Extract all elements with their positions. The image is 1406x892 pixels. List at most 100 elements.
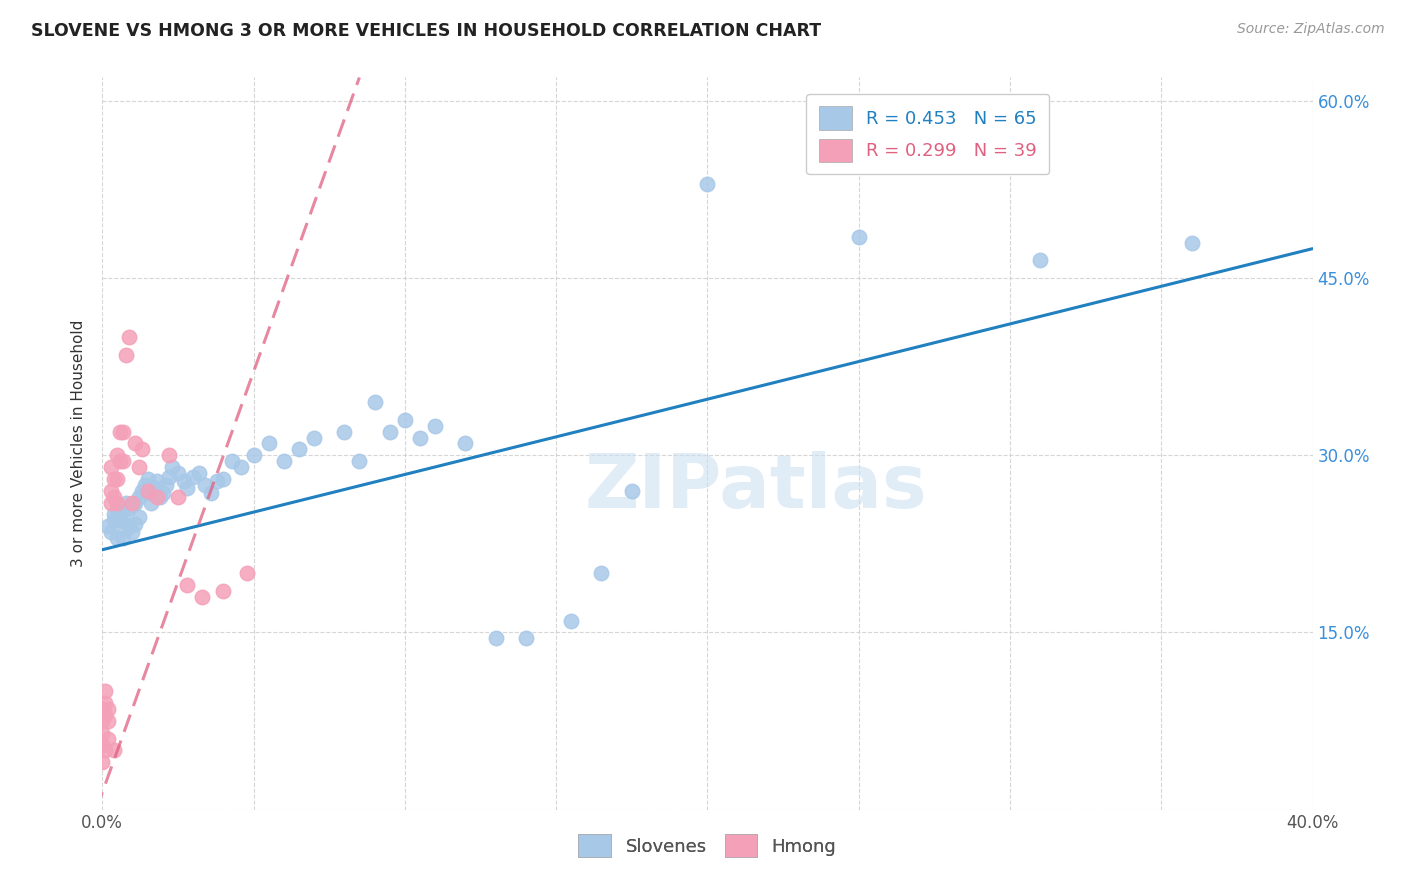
- Point: [103, 472, 125, 486]
- Point: [100, 524, 122, 539]
- Point: [302, 431, 325, 445]
- Point: [160, 460, 183, 475]
- Point: [221, 454, 243, 468]
- Point: [231, 460, 253, 475]
- Point: [97, 702, 120, 716]
- Point: [423, 418, 446, 433]
- Point: [173, 475, 195, 489]
- Point: [110, 513, 132, 527]
- Point: [105, 531, 128, 545]
- Point: [128, 460, 150, 475]
- Point: [145, 475, 167, 489]
- Point: [152, 486, 174, 500]
- Point: [94, 696, 117, 710]
- Point: [121, 524, 143, 539]
- Point: [191, 590, 214, 604]
- Point: [242, 448, 264, 462]
- Point: [115, 495, 138, 509]
- Point: [91, 702, 114, 716]
- Point: [91, 726, 114, 740]
- Point: [128, 490, 150, 504]
- Point: [515, 632, 537, 646]
- Point: [200, 486, 222, 500]
- Point: [103, 490, 125, 504]
- Point: [105, 448, 128, 462]
- Point: [363, 395, 385, 409]
- Point: [105, 508, 128, 522]
- Point: [139, 495, 162, 509]
- Point: [118, 519, 141, 533]
- Text: SLOVENE VS HMONG 3 OR MORE VEHICLES IN HOUSEHOLD CORRELATION CHART: SLOVENE VS HMONG 3 OR MORE VEHICLES IN H…: [31, 22, 821, 40]
- Point: [145, 490, 167, 504]
- Point: [236, 566, 259, 581]
- Legend: Slovenes, Hmong: Slovenes, Hmong: [569, 825, 845, 866]
- Point: [100, 460, 122, 475]
- Y-axis label: 3 or more Vehicles in Household: 3 or more Vehicles in Household: [72, 320, 86, 567]
- Point: [94, 743, 117, 757]
- Point: [333, 425, 356, 439]
- Point: [94, 684, 117, 698]
- Point: [121, 495, 143, 509]
- Point: [118, 330, 141, 344]
- Point: [181, 469, 204, 483]
- Point: [1029, 253, 1052, 268]
- Point: [103, 508, 125, 522]
- Point: [103, 743, 125, 757]
- Point: [112, 425, 135, 439]
- Point: [128, 509, 150, 524]
- Point: [149, 490, 172, 504]
- Point: [620, 483, 643, 498]
- Point: [166, 466, 188, 480]
- Point: [176, 578, 198, 592]
- Point: [394, 413, 416, 427]
- Point: [136, 472, 159, 486]
- Point: [131, 483, 153, 498]
- Point: [105, 472, 128, 486]
- Point: [848, 230, 870, 244]
- Point: [560, 614, 582, 628]
- Point: [115, 521, 138, 535]
- Point: [1180, 235, 1202, 250]
- Point: [97, 519, 120, 533]
- Point: [378, 425, 401, 439]
- Point: [134, 478, 156, 492]
- Point: [124, 516, 146, 531]
- Point: [124, 495, 146, 509]
- Point: [112, 454, 135, 468]
- Point: [205, 475, 228, 489]
- Point: [110, 425, 132, 439]
- Point: [212, 472, 235, 486]
- Point: [188, 466, 211, 480]
- Point: [124, 436, 146, 450]
- Point: [91, 714, 114, 728]
- Point: [97, 714, 120, 728]
- Point: [591, 566, 613, 581]
- Point: [105, 495, 128, 509]
- Point: [212, 584, 235, 599]
- Point: [166, 490, 188, 504]
- Point: [273, 454, 295, 468]
- Point: [155, 478, 177, 492]
- Text: Source: ZipAtlas.com: Source: ZipAtlas.com: [1237, 22, 1385, 37]
- Point: [110, 501, 132, 516]
- Point: [136, 483, 159, 498]
- Point: [257, 436, 280, 450]
- Point: [115, 348, 138, 362]
- Point: [97, 731, 120, 746]
- Point: [454, 436, 477, 450]
- Text: ZIPatlas: ZIPatlas: [585, 451, 927, 524]
- Point: [91, 756, 114, 770]
- Point: [349, 454, 371, 468]
- Point: [157, 469, 180, 483]
- Point: [157, 448, 180, 462]
- Point: [118, 501, 141, 516]
- Point: [91, 738, 114, 752]
- Point: [194, 478, 217, 492]
- Point: [112, 509, 135, 524]
- Point: [409, 431, 432, 445]
- Point: [100, 495, 122, 509]
- Point: [484, 632, 506, 646]
- Point: [696, 177, 718, 191]
- Point: [110, 454, 132, 468]
- Point: [103, 513, 125, 527]
